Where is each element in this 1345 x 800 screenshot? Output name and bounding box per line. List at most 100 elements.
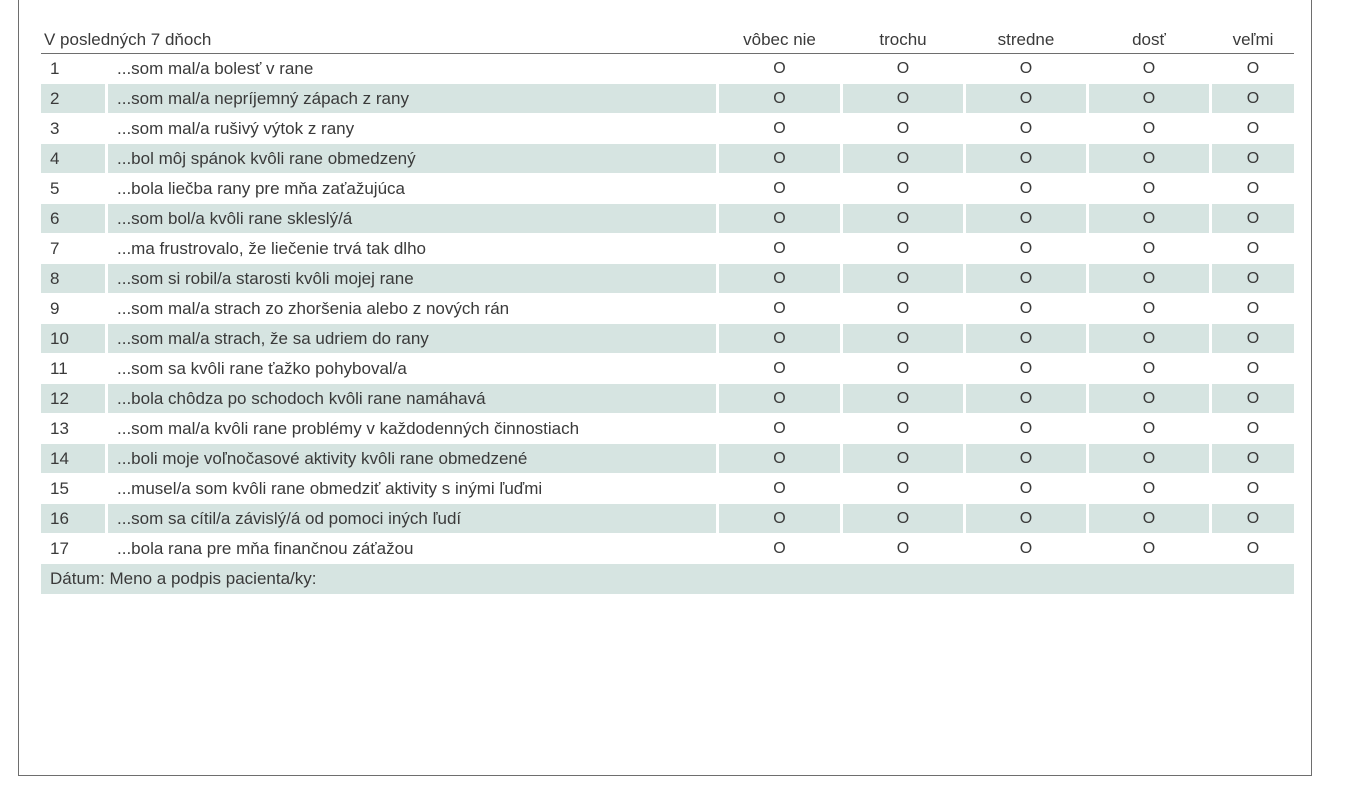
option-not-at-all-circle[interactable]: O <box>719 84 840 114</box>
item-number: 8 <box>41 264 105 294</box>
option-quite-circle[interactable]: O <box>1089 504 1209 534</box>
item-statement: ...bola chôdza po schodoch kvôli rane na… <box>108 384 716 414</box>
option-not-at-all-circle[interactable]: O <box>719 504 840 534</box>
option-quite-circle[interactable]: O <box>1089 324 1209 354</box>
option-quite-circle[interactable]: O <box>1089 204 1209 234</box>
option-moderately-circle[interactable]: O <box>966 474 1086 504</box>
option-not-at-all-circle[interactable]: O <box>719 294 840 324</box>
option-very-circle[interactable]: O <box>1212 204 1294 234</box>
option-a-little-circle[interactable]: O <box>843 234 963 264</box>
option-not-at-all-circle[interactable]: O <box>719 204 840 234</box>
option-quite-circle[interactable]: O <box>1089 354 1209 384</box>
option-a-little-circle[interactable]: O <box>843 534 963 564</box>
option-a-little-circle[interactable]: O <box>843 144 963 174</box>
option-quite-circle[interactable]: O <box>1089 114 1209 144</box>
option-moderately-circle[interactable]: O <box>966 324 1086 354</box>
option-quite-circle[interactable]: O <box>1089 474 1209 504</box>
column-header-very: veľmi <box>1232 30 1274 49</box>
option-a-little-circle[interactable]: O <box>843 174 963 204</box>
option-quite-circle[interactable]: O <box>1089 264 1209 294</box>
option-a-little-circle[interactable]: O <box>843 354 963 384</box>
option-not-at-all-circle[interactable]: O <box>719 174 840 204</box>
option-very-circle[interactable]: O <box>1212 264 1294 294</box>
option-a-little-circle[interactable]: O <box>843 414 963 444</box>
option-very-circle[interactable]: O <box>1212 504 1294 534</box>
option-not-at-all-circle[interactable]: O <box>719 384 840 414</box>
option-not-at-all-circle[interactable]: O <box>719 444 840 474</box>
option-not-at-all-circle[interactable]: O <box>719 54 840 84</box>
item-number: 9 <box>41 294 105 324</box>
option-a-little-circle[interactable]: O <box>843 474 963 504</box>
option-quite-circle[interactable]: O <box>1089 234 1209 264</box>
option-a-little-circle[interactable]: O <box>843 204 963 234</box>
option-quite-circle[interactable]: O <box>1089 174 1209 204</box>
table-row: 2 ...som mal/a nepríjemný zápach z rany O O… <box>41 84 1294 114</box>
option-very-circle[interactable]: O <box>1212 294 1294 324</box>
option-quite-circle[interactable]: O <box>1089 84 1209 114</box>
item-number: 7 <box>41 234 105 264</box>
option-moderately-circle[interactable]: O <box>966 204 1086 234</box>
option-a-little-circle[interactable]: O <box>843 114 963 144</box>
option-very-circle[interactable]: O <box>1212 54 1294 84</box>
option-very-circle[interactable]: O <box>1212 474 1294 504</box>
table-header: V posledných 7 dňoch vôbec nie trochu st… <box>41 24 1294 54</box>
option-very-circle[interactable]: O <box>1212 534 1294 564</box>
option-not-at-all-circle[interactable]: O <box>719 474 840 504</box>
item-statement: ...som mal/a nepríjemný zápach z rany <box>108 84 716 114</box>
option-moderately-circle[interactable]: O <box>966 174 1086 204</box>
option-a-little-circle[interactable]: O <box>843 324 963 354</box>
option-quite-circle[interactable]: O <box>1089 414 1209 444</box>
option-a-little-circle[interactable]: O <box>843 84 963 114</box>
option-moderately-circle[interactable]: O <box>966 414 1086 444</box>
option-very-circle[interactable]: O <box>1212 414 1294 444</box>
option-not-at-all-circle[interactable]: O <box>719 354 840 384</box>
option-moderately-circle[interactable]: O <box>966 444 1086 474</box>
option-moderately-circle[interactable]: O <box>966 354 1086 384</box>
option-a-little-circle[interactable]: O <box>843 294 963 324</box>
option-moderately-circle[interactable]: O <box>966 534 1086 564</box>
option-moderately-circle[interactable]: O <box>966 384 1086 414</box>
item-number: 4 <box>41 144 105 174</box>
option-not-at-all-circle[interactable]: O <box>719 414 840 444</box>
option-quite-circle[interactable]: O <box>1089 384 1209 414</box>
option-a-little-circle[interactable]: O <box>843 264 963 294</box>
table-row: 6 ...som bol/a kvôli rane skleslý/á O O O O O <box>41 204 1294 234</box>
table-row: 14 ...boli moje voľnočasové aktivity kvôl… <box>41 444 1294 474</box>
option-moderately-circle[interactable]: O <box>966 144 1086 174</box>
option-moderately-circle[interactable]: O <box>966 504 1086 534</box>
option-very-circle[interactable]: O <box>1212 114 1294 144</box>
option-moderately-circle[interactable]: O <box>966 294 1086 324</box>
item-statement: ...som mal/a bolesť v rane <box>108 54 716 84</box>
option-very-circle[interactable]: O <box>1212 144 1294 174</box>
option-very-circle[interactable]: O <box>1212 234 1294 264</box>
option-very-circle[interactable]: O <box>1212 444 1294 474</box>
option-a-little-circle[interactable]: O <box>843 444 963 474</box>
item-number: 6 <box>41 204 105 234</box>
option-a-little-circle[interactable]: O <box>843 384 963 414</box>
option-a-little-circle[interactable]: O <box>843 504 963 534</box>
option-not-at-all-circle[interactable]: O <box>719 264 840 294</box>
option-moderately-circle[interactable]: O <box>966 84 1086 114</box>
option-quite-circle[interactable]: O <box>1089 54 1209 84</box>
option-moderately-circle[interactable]: O <box>966 234 1086 264</box>
option-a-little-circle[interactable]: O <box>843 54 963 84</box>
option-moderately-circle[interactable]: O <box>966 54 1086 84</box>
item-number: 16 <box>41 504 105 534</box>
option-very-circle[interactable]: O <box>1212 354 1294 384</box>
option-very-circle[interactable]: O <box>1212 384 1294 414</box>
option-not-at-all-circle[interactable]: O <box>719 534 840 564</box>
option-not-at-all-circle[interactable]: O <box>719 114 840 144</box>
option-quite-circle[interactable]: O <box>1089 144 1209 174</box>
option-not-at-all-circle[interactable]: O <box>719 144 840 174</box>
option-very-circle[interactable]: O <box>1212 324 1294 354</box>
form-frame <box>18 0 1312 776</box>
option-very-circle[interactable]: O <box>1212 174 1294 204</box>
option-quite-circle[interactable]: O <box>1089 294 1209 324</box>
option-moderately-circle[interactable]: O <box>966 264 1086 294</box>
option-quite-circle[interactable]: O <box>1089 444 1209 474</box>
option-very-circle[interactable]: O <box>1212 84 1294 114</box>
option-moderately-circle[interactable]: O <box>966 114 1086 144</box>
option-not-at-all-circle[interactable]: O <box>719 234 840 264</box>
option-not-at-all-circle[interactable]: O <box>719 324 840 354</box>
option-quite-circle[interactable]: O <box>1089 534 1209 564</box>
